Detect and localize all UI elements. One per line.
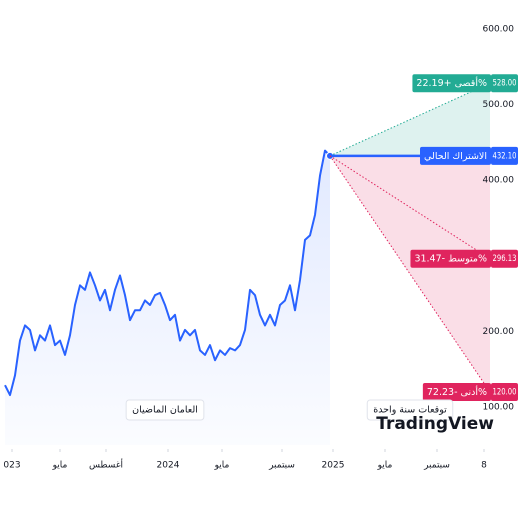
x-tick-label: سبتمبر xyxy=(268,461,295,471)
name-chip: أقصى +22.19% xyxy=(412,74,491,93)
forecast-change: -72.23% xyxy=(427,387,487,398)
name-chip-label: الاشتراك الحالي xyxy=(424,150,487,161)
name-chip-label: أقصى +22.19% xyxy=(416,76,487,89)
forecast-line xyxy=(329,155,491,260)
value-chip xyxy=(491,146,518,165)
y-tick-label: 400.00 xyxy=(483,176,515,186)
name-chip: أدنى -72.23% xyxy=(422,383,491,402)
name-chip-bg xyxy=(412,74,491,93)
x-tick-label: أغسطس xyxy=(89,459,123,471)
x-tick-label: 8 xyxy=(481,461,487,471)
forecast-line xyxy=(329,82,491,157)
value-chip-label: 528.00 xyxy=(493,79,517,89)
name-chip: الاشتراك الحالي xyxy=(420,146,491,165)
logo: TradingView xyxy=(376,414,494,434)
name-chip-label: متوسط -31.47% xyxy=(414,253,487,264)
x-tick-label: 2025 xyxy=(322,461,345,471)
x-tick-label: مايو xyxy=(52,461,68,471)
name-chip-bg xyxy=(422,383,491,402)
name-chip: متوسط -31.47% xyxy=(410,249,491,268)
forecast-up-area xyxy=(330,83,490,156)
value-chip xyxy=(491,383,518,402)
value-chip xyxy=(491,249,518,268)
value-chip xyxy=(491,74,518,93)
forecast-name: أقصى xyxy=(455,76,479,89)
forecast-name: متوسط xyxy=(448,253,478,264)
period-label-text: توقعات سنة واحدة xyxy=(373,405,447,416)
period-label: توقعات سنة واحدة xyxy=(366,399,454,421)
value-chip-label: 296.13 xyxy=(493,254,517,264)
period-label-bg xyxy=(125,399,205,421)
name-chip-bg xyxy=(420,146,491,165)
name-chip-bg xyxy=(410,249,491,268)
x-tick-label: 023 xyxy=(3,461,20,471)
price-line xyxy=(4,149,331,397)
y-tick-label: 100.00 xyxy=(483,403,515,413)
x-tick-label: مايو xyxy=(214,461,230,471)
value-chip-label: 120.00 xyxy=(493,388,517,398)
period-label: العامان الماضيان xyxy=(125,399,205,421)
x-tick-label: 2024 xyxy=(157,461,180,471)
period-label-bg xyxy=(366,399,454,421)
price-area xyxy=(5,150,330,445)
x-tick-label: مايو xyxy=(377,461,393,471)
value-chip-label: 432.10 xyxy=(493,151,517,161)
forecast-name: أدنى xyxy=(461,385,479,398)
period-label-text: العامان الماضيان xyxy=(132,405,198,416)
forecast-name: الاشتراك الحالي xyxy=(424,150,487,161)
name-chip-label: أدنى -72.23% xyxy=(427,385,487,398)
y-tick-label: 600.00 xyxy=(483,24,515,34)
y-tick-label: 500.00 xyxy=(483,100,515,110)
y-tick-label: 200.00 xyxy=(483,327,515,337)
x-tick-label: سبتمبر xyxy=(423,461,450,471)
